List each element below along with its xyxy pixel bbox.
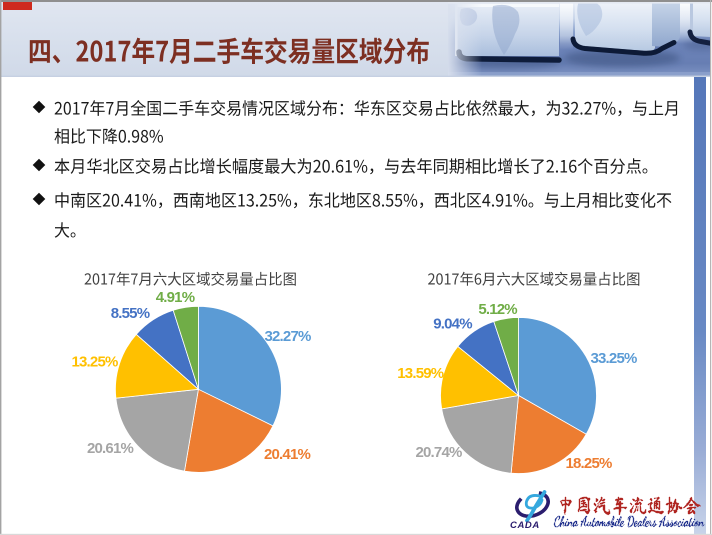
svg-text:13.59%: 13.59%: [397, 365, 444, 382]
svg-text:5.12%: 5.12%: [478, 301, 517, 318]
svg-text:20.41%: 20.41%: [264, 446, 311, 463]
svg-text:13.25%: 13.25%: [71, 354, 118, 371]
svg-text:18.25%: 18.25%: [565, 455, 612, 472]
svg-text:20.61%: 20.61%: [87, 440, 134, 457]
svg-text:9.04%: 9.04%: [433, 316, 472, 333]
svg-text:20.74%: 20.74%: [415, 444, 462, 461]
svg-text:4.91%: 4.91%: [156, 289, 195, 306]
svg-text:32.27%: 32.27%: [264, 328, 311, 345]
svg-text:8.55%: 8.55%: [111, 305, 150, 322]
svg-text:33.25%: 33.25%: [590, 350, 637, 367]
svg-text:CADA: CADA: [510, 520, 540, 531]
